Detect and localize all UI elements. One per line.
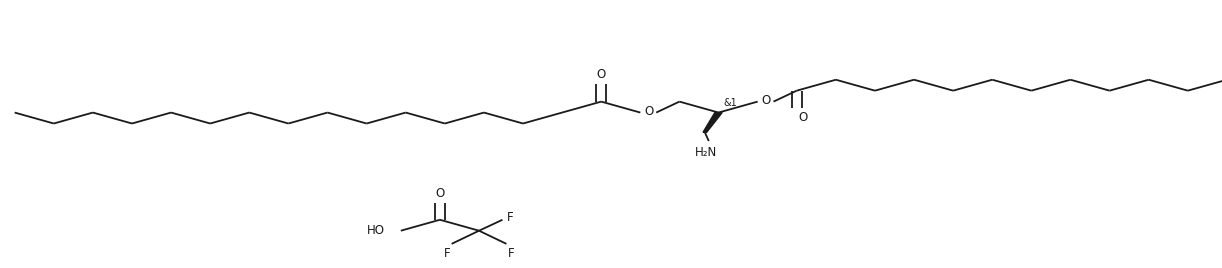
Text: F: F [444,247,450,260]
Text: O: O [644,105,654,118]
Text: O: O [798,111,808,124]
Text: F: F [507,211,514,224]
Text: HO: HO [367,224,385,237]
Text: F: F [508,247,514,260]
Text: O: O [596,68,606,81]
Text: O: O [435,187,445,200]
Text: O: O [761,94,771,107]
Text: &1: &1 [723,98,737,108]
Polygon shape [703,113,722,132]
Text: H₂N: H₂N [695,146,717,159]
